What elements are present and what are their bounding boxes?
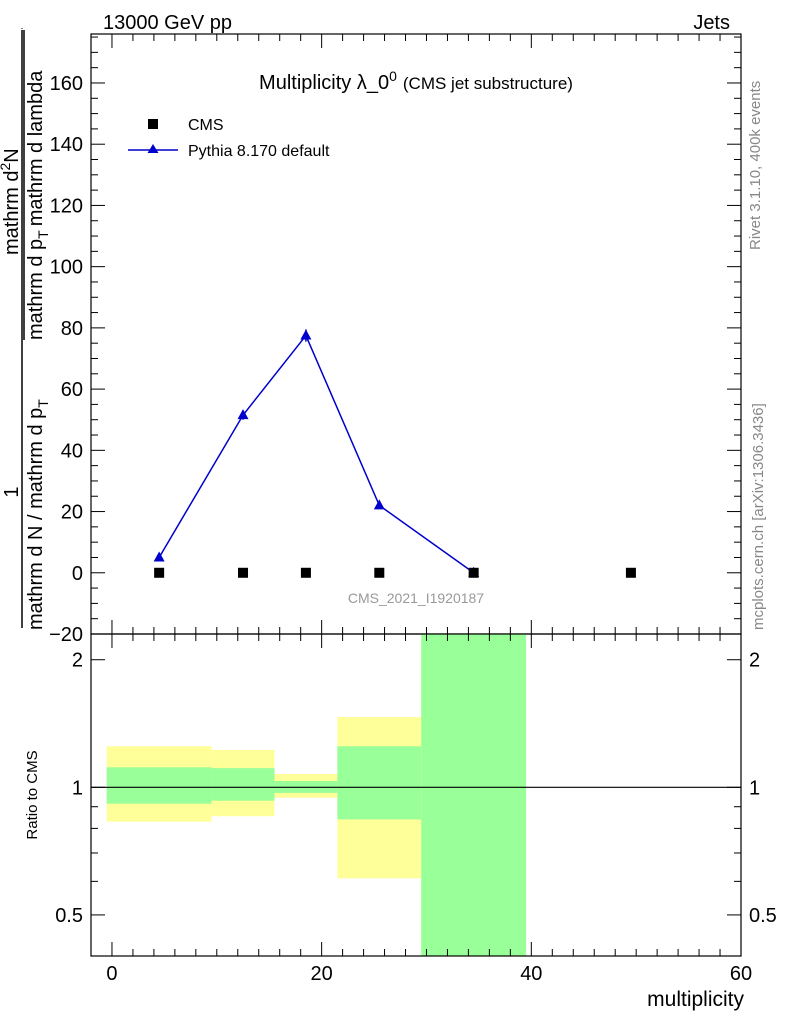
y-tick-label: 120: [50, 195, 83, 217]
cms-point[interactable]: [238, 567, 249, 578]
x-tick-label: 0: [106, 963, 117, 985]
pythia-series-line: [158, 334, 475, 574]
header-right: Jets: [693, 12, 730, 34]
x-tick-label: 40: [520, 963, 542, 985]
legend-cms-marker: [148, 119, 158, 129]
y-tick-label: −20: [49, 624, 83, 646]
ratio-stat-band: [337, 746, 422, 820]
y-tick-label: 60: [61, 379, 83, 401]
x-tick-label: 60: [730, 963, 752, 985]
mcplots-label: mcplots.cern.ch [arXiv:1306.3436]: [750, 403, 767, 630]
ratio-frame: [90, 633, 742, 957]
cms-point[interactable]: [625, 567, 636, 578]
analysis-watermark: CMS_2021_I1920187: [348, 590, 484, 606]
chart-title: Multiplicity λ_00 (CMS jet substructure): [259, 68, 573, 94]
y-tick-label: 40: [61, 440, 83, 462]
pythia-point[interactable]: [300, 329, 312, 340]
cms-point[interactable]: [374, 567, 385, 578]
ylabel-numerator: mathrm d2N: [0, 148, 23, 255]
main-x-ticks: [111, 34, 742, 634]
y-tick-label: 100: [50, 257, 83, 279]
legend-cms-label: CMS: [188, 117, 224, 134]
main-y-ticks: −20 0 20 40 60 80 100 120 140 160: [49, 36, 741, 646]
legend[interactable]: CMS Pythia 8.170 default: [128, 117, 330, 160]
rivet-label: Rivet 3.1.10, 400k events: [747, 81, 764, 250]
y-tick-label: 80: [61, 318, 83, 340]
ratio-y-tick-label: 2: [72, 650, 83, 672]
ratio-y-tick-label-right: 2: [749, 650, 760, 672]
y-tick-label: 140: [50, 134, 83, 156]
y-tick-label: 160: [50, 73, 83, 95]
main-ylabel: 1 mathrm d N / mathrm d pT mathrm d2N ma…: [0, 28, 51, 630]
y-tick-label: 20: [61, 502, 83, 524]
ratio-y-tick-label-right: 0.5: [749, 905, 777, 927]
y-tick-label: 0: [72, 563, 83, 585]
header-left: 13000 GeV pp: [103, 12, 232, 34]
x-tick-label: 20: [311, 963, 333, 985]
ylabel-denominator: mathrm d N / mathrm d pT: [25, 399, 51, 630]
legend-pythia-label: Pythia 8.170 default: [188, 143, 330, 160]
cms-point[interactable]: [154, 567, 165, 578]
ratio-y-tick-label: 1: [72, 777, 83, 799]
ratio-bands: [106, 634, 527, 956]
ratio-y-ticks: 0.5 0.5 1 1 2 2: [55, 650, 777, 927]
ylabel-inner-denominator: mathrm d pTmathrm d lambda: [25, 70, 51, 340]
ratio-stat-band: [211, 768, 275, 801]
legend-pythia-marker: [147, 144, 159, 153]
ratio-ylabel: Ratio to CMS: [24, 750, 41, 839]
x-axis-label: multiplicity: [647, 988, 744, 1011]
ratio-panel: 0.5 0.5 1 1 2 2 0 20 40 60 Ratio to CMS multipli…: [24, 633, 777, 1011]
ratio-stat-band: [421, 634, 527, 956]
main-series: [153, 329, 636, 578]
pythia-point[interactable]: [373, 499, 385, 510]
ratio-x-ticks: 0 20 40 60: [106, 634, 752, 985]
ratio-y-tick-label: 0.5: [55, 905, 83, 927]
pythia-point[interactable]: [153, 551, 165, 562]
ratio-y-tick-label-right: 1: [749, 777, 760, 799]
ylabel-prefactor: 1: [1, 486, 23, 497]
main-panel: −20 0 20 40 60 80 100 120 140 160 Multiplicity λ_…: [49, 33, 742, 646]
pythia-point[interactable]: [237, 409, 249, 420]
ratio-stat-band: [106, 767, 212, 804]
cms-point[interactable]: [300, 567, 311, 578]
cms-point[interactable]: [468, 567, 479, 578]
